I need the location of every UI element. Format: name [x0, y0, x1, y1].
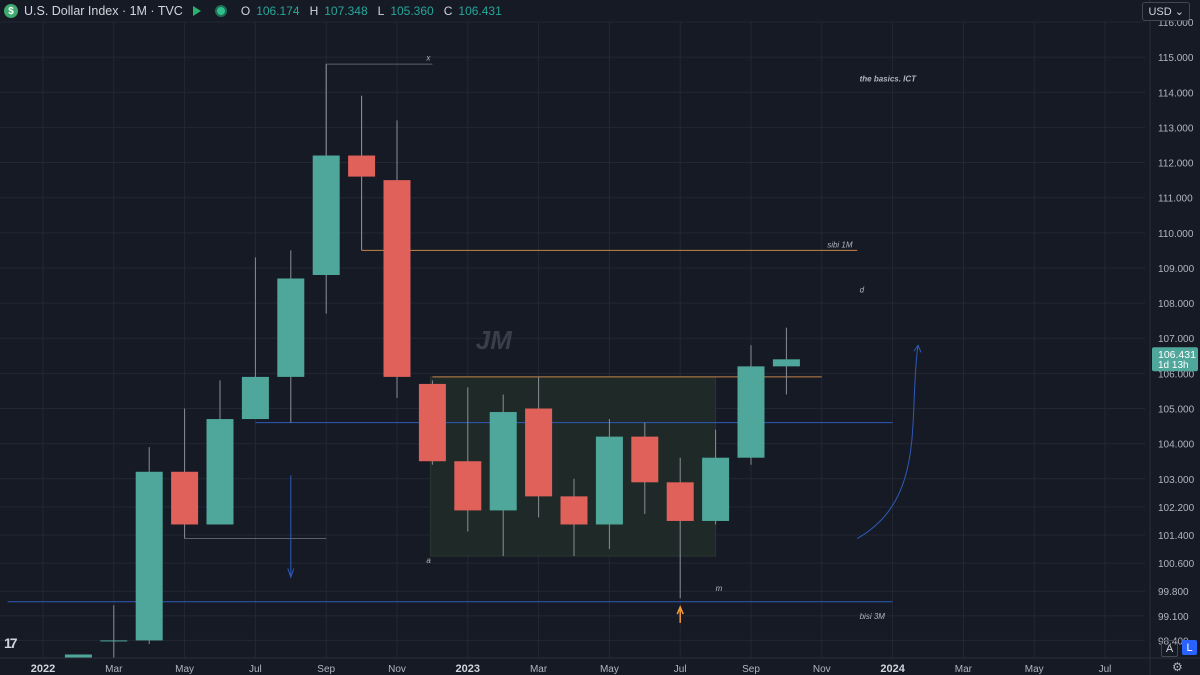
candle-body — [702, 457, 730, 521]
y-tick-label: 109.000 — [1158, 264, 1195, 275]
candle-body — [737, 366, 765, 458]
y-tick-label: 108.000 — [1158, 299, 1195, 310]
auto-scale-button[interactable]: A — [1161, 640, 1178, 657]
x-tick-label: Mar — [530, 664, 548, 675]
x-tick-label: Mar — [105, 664, 123, 675]
up-arrow-icon — [676, 605, 684, 615]
ohlc-open-value: 106.174 — [256, 4, 300, 18]
candle-body — [772, 359, 800, 367]
price-tag-countdown: 1d 13h — [1158, 360, 1189, 371]
candle-body — [348, 155, 376, 177]
x-tick-label: 2022 — [31, 663, 55, 675]
y-tick-label: 115.000 — [1158, 53, 1194, 64]
log-scale-button[interactable]: L — [1182, 640, 1197, 655]
y-tick-label: 99.100 — [1158, 612, 1189, 623]
candle-body — [666, 482, 694, 521]
y-tick-label: 110.000 — [1158, 229, 1194, 240]
tradingview-logo: 17 — [4, 635, 18, 651]
candle-body — [489, 412, 517, 511]
y-tick-label: 106.000 — [1158, 369, 1195, 380]
candle-body — [383, 180, 411, 377]
candle-body — [64, 654, 92, 658]
ohlc-high-value: 107.348 — [324, 4, 368, 18]
ohlc-open-key: O — [240, 4, 251, 18]
y-tick-label: 99.800 — [1158, 587, 1189, 598]
scale-buttons: A L — [1161, 640, 1197, 657]
down-arrow-icon — [287, 568, 295, 579]
ohlc-close-value: 106.431 — [458, 4, 502, 18]
y-tick-label: 111.000 — [1158, 194, 1193, 205]
x-tick-label: Sep — [317, 664, 335, 675]
y-tick-label: 114.000 — [1158, 88, 1194, 99]
dollar-symbol-icon: $ — [4, 4, 18, 18]
symbol-title[interactable]: U.S. Dollar Index · 1M · TVC — [24, 4, 183, 18]
annotation-label: sibi 1M — [827, 240, 853, 249]
chart-header: $ U.S. Dollar Index · 1M · TVC O 106.174 … — [0, 0, 502, 22]
annotation-label: m — [716, 584, 723, 593]
x-tick-label: Nov — [388, 664, 406, 675]
y-tick-label: 101.400 — [1158, 531, 1195, 542]
price-tag-value: 106.431 — [1158, 349, 1196, 361]
candle-body — [560, 496, 588, 525]
chevron-down-icon: ⌄ — [1174, 6, 1184, 18]
y-tick-label: 102.200 — [1158, 503, 1195, 514]
ohlc-close-key: C — [443, 4, 453, 18]
y-tick-label: 100.600 — [1158, 559, 1195, 570]
projection-arrow-icon — [913, 344, 922, 353]
x-tick-label: May — [1025, 664, 1044, 675]
candle-body — [454, 461, 482, 511]
annotation-label: bisi 3M — [860, 612, 886, 621]
market-status-icon — [192, 6, 201, 16]
candle-body — [418, 383, 446, 462]
currency-label: USD — [1148, 6, 1172, 18]
ohlc-high-key: H — [309, 4, 319, 18]
y-tick-label: 113.000 — [1158, 123, 1194, 134]
candle-body — [100, 640, 128, 642]
x-tick-label: Sep — [742, 664, 760, 675]
x-tick-label: Jul — [674, 664, 687, 675]
x-tick-label: May — [175, 664, 194, 675]
currency-selector[interactable]: USD ⌄ — [1142, 2, 1190, 21]
x-tick-label: Jul — [249, 664, 262, 675]
y-tick-label: 116.000 — [1158, 18, 1194, 29]
price-tag — [1152, 347, 1198, 372]
x-tick-label: Mar — [955, 664, 973, 675]
annotation-label: d — [860, 286, 865, 295]
projection-curve — [856, 345, 919, 539]
x-tick-label: 2024 — [880, 663, 905, 675]
x-tick-label: Nov — [813, 664, 831, 675]
candle-body — [171, 471, 199, 525]
annotation-label: the basics. ICT — [860, 75, 918, 84]
y-tick-label: 112.000 — [1158, 159, 1194, 170]
candle-body — [277, 278, 305, 377]
y-tick-label: 105.000 — [1158, 405, 1195, 416]
y-tick-label: 98.400 — [1158, 636, 1189, 647]
candle-body — [312, 155, 340, 275]
ohlc-low-value: 105.360 — [390, 4, 434, 18]
y-tick-label: 103.000 — [1158, 475, 1195, 486]
candle-body — [631, 436, 659, 483]
x-tick-label: 2023 — [456, 663, 480, 675]
y-tick-label: 104.000 — [1158, 440, 1195, 451]
annotation-label: a — [426, 556, 431, 565]
ohlc-low-key: L — [377, 4, 385, 18]
candle-body — [525, 408, 553, 497]
candle-body — [206, 419, 234, 525]
y-tick-label: 107.000 — [1158, 334, 1195, 345]
gear-icon[interactable]: ⚙ — [1172, 660, 1183, 674]
x-tick-label: Jul — [1099, 664, 1112, 675]
candle-body — [135, 471, 163, 641]
candle-body — [241, 376, 269, 420]
candle-body — [595, 436, 623, 525]
x-tick-label: May — [600, 664, 619, 675]
annotation-label: x — [425, 54, 431, 63]
watermark-label: JM — [476, 325, 513, 355]
live-indicator-icon — [214, 5, 227, 17]
